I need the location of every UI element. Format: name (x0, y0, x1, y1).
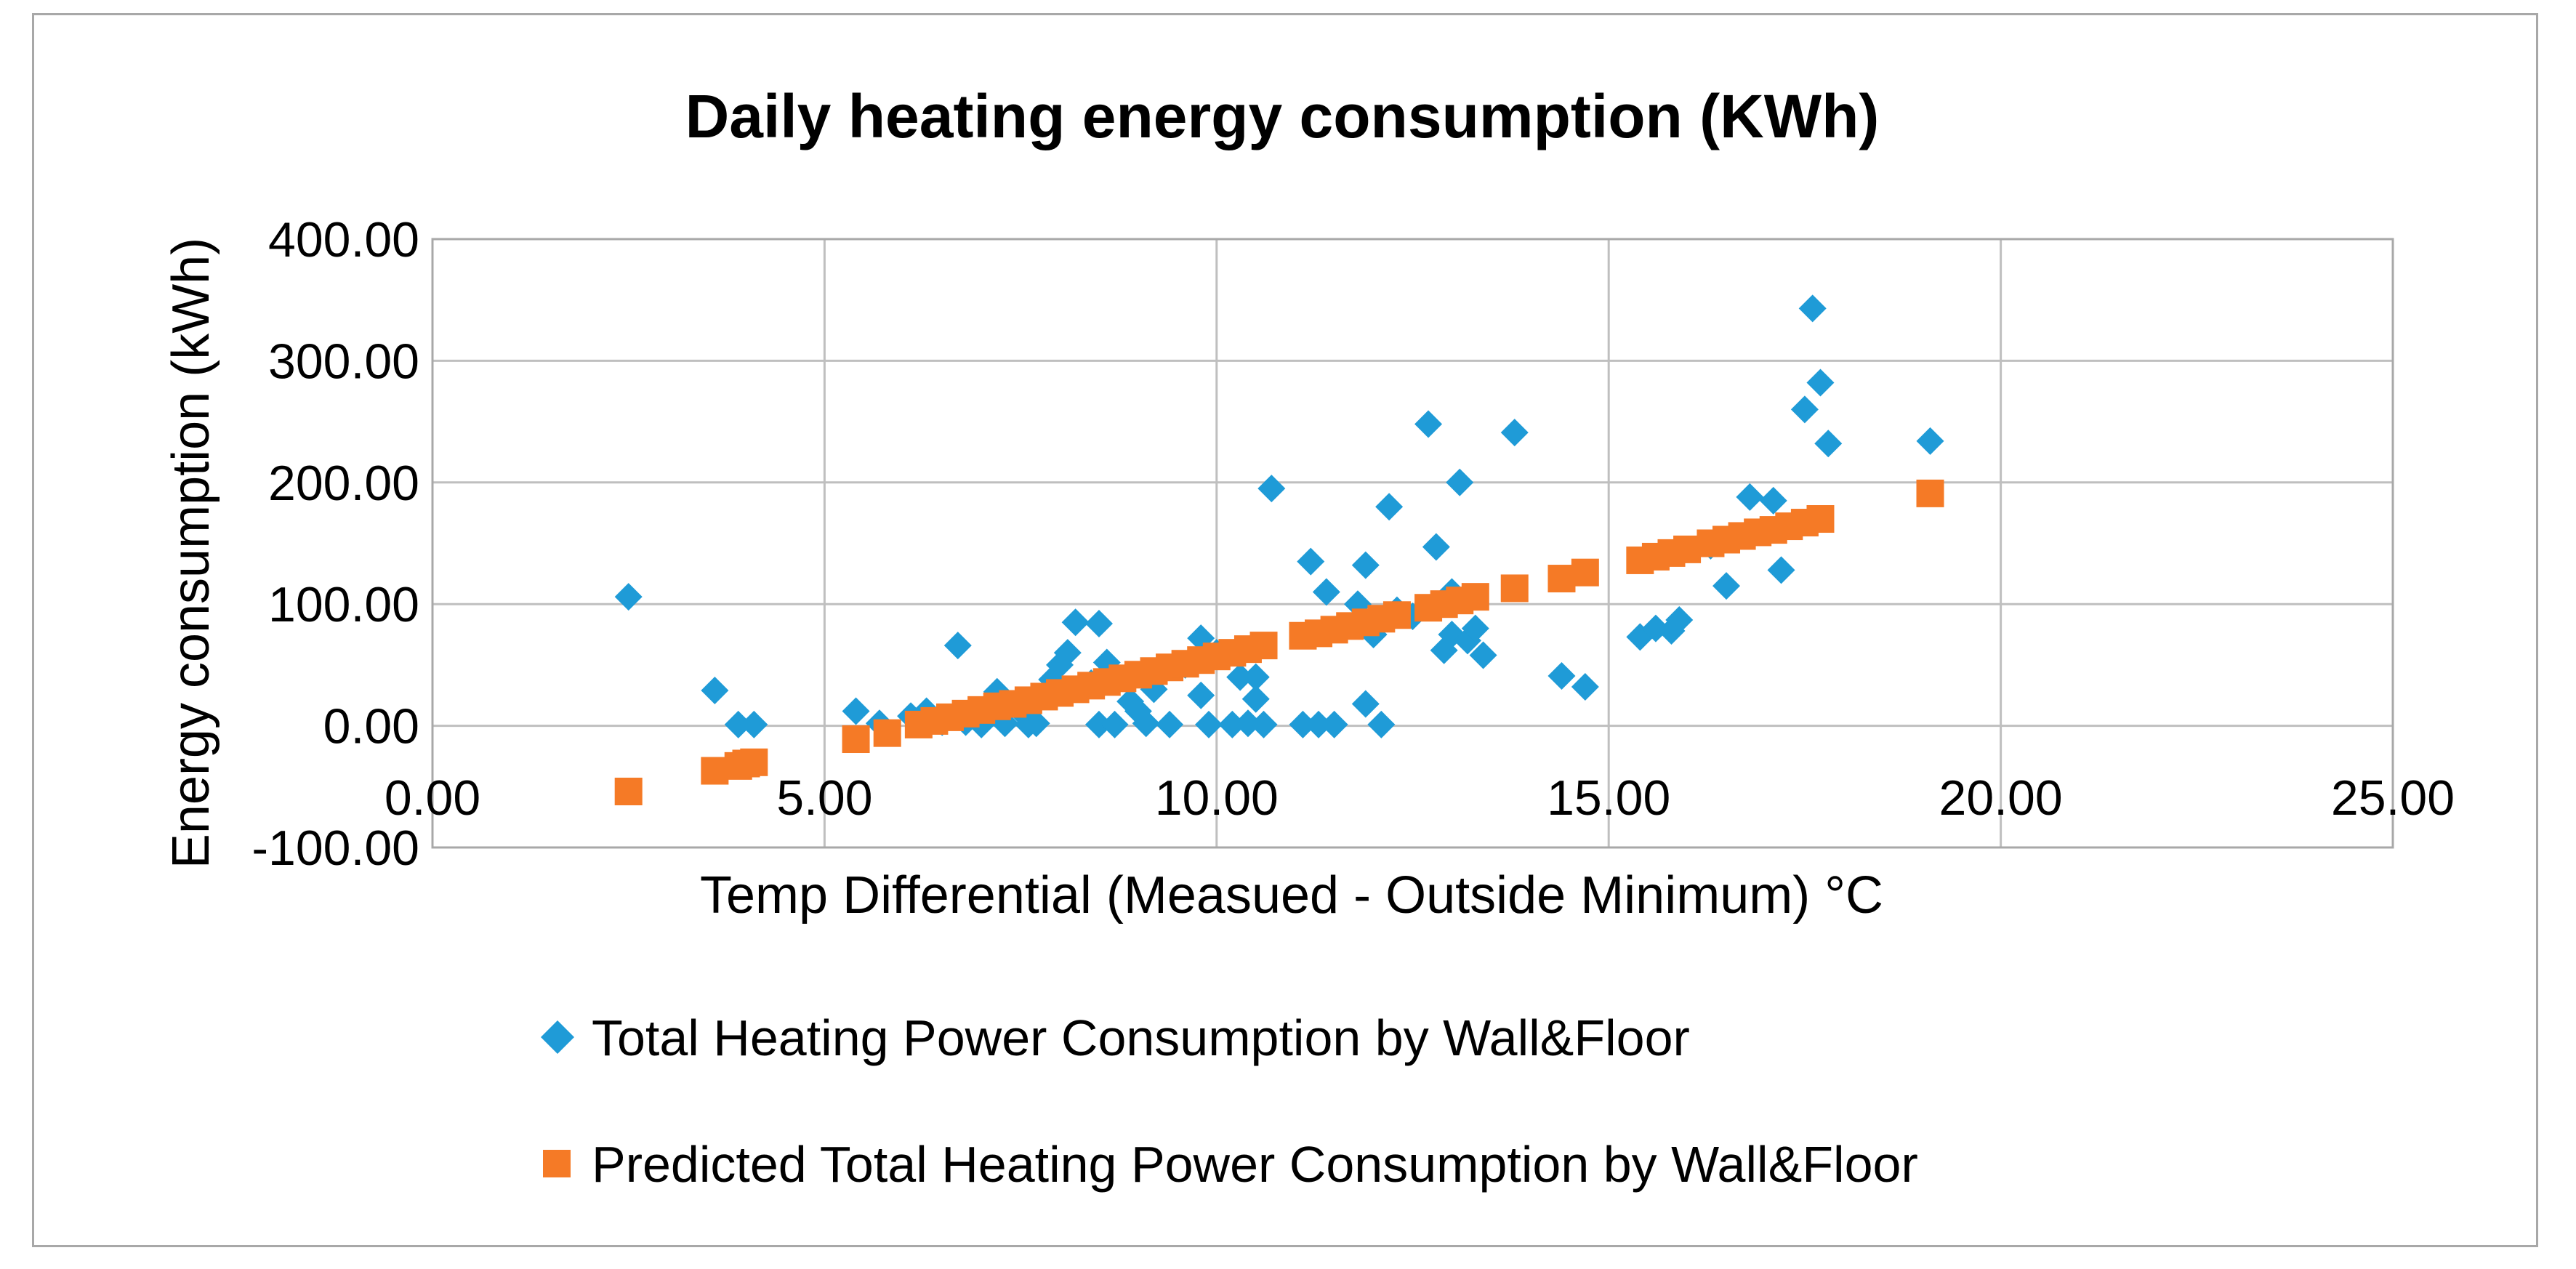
legend-label-total: Total Heating Power Consumption by Wall&… (592, 1010, 1690, 1066)
x-tick-label: 25.00 (2331, 770, 2455, 826)
data-point-predicted (1916, 479, 1944, 507)
data-point-total (1312, 578, 1340, 606)
data-point-total (1759, 486, 1787, 515)
data-point-total (1233, 709, 1262, 738)
data-point-total (1351, 690, 1380, 718)
data-point-total (1790, 395, 1819, 424)
data-point-total (1814, 430, 1843, 458)
data-point-predicted (1673, 535, 1702, 563)
data-point-total (842, 697, 870, 725)
data-point-predicted (1382, 601, 1411, 629)
data-point-total (1241, 685, 1270, 713)
data-point-total (614, 583, 643, 611)
data-point-total (1446, 468, 1474, 496)
data-point-total (740, 710, 768, 738)
data-point-predicted (1249, 632, 1278, 660)
data-point-predicted (842, 725, 870, 754)
y-tick-label: 100.00 (268, 577, 419, 632)
data-point-predicted (873, 719, 901, 747)
data-point-total (1712, 572, 1741, 600)
data-point-total (1806, 368, 1835, 397)
data-point-total (1375, 493, 1404, 521)
legend: Total Heating Power Consumption by Wall&… (541, 1010, 1918, 1193)
data-point-predicted (1547, 565, 1576, 593)
x-tick-label: 5.00 (776, 770, 872, 826)
data-point-total (1195, 710, 1223, 738)
data-point-total (1351, 551, 1380, 579)
data-point-total (1297, 547, 1325, 576)
data-point-total (1798, 294, 1827, 323)
legend-item-predicted: Predicted Total Heating Power Consumptio… (543, 1136, 1918, 1193)
data-point-predicted (614, 777, 643, 805)
data-point-predicted (1571, 558, 1599, 587)
data-point-total (1061, 608, 1090, 637)
chart-area: Daily heating energy consumption (KWh) 4… (32, 13, 2538, 1247)
data-point-total (1422, 533, 1450, 561)
data-point-total (1414, 410, 1443, 438)
data-point-total (1916, 427, 1944, 455)
x-axis-ticks: 0.00 5.00 10.00 15.00 20.00 25.00 (385, 770, 2455, 826)
data-point-total (1156, 710, 1184, 738)
x-axis-title: Temp Differential (Measued - Outside Min… (700, 866, 1883, 924)
data-point-total (1289, 710, 1317, 738)
data-point-total (724, 710, 752, 738)
data-point-total (1500, 419, 1529, 447)
data-point-total (701, 677, 729, 705)
data-point-total (1367, 710, 1396, 738)
data-point-total (1132, 709, 1160, 738)
data-point-predicted (740, 748, 768, 776)
legend-label-predicted: Predicted Total Heating Power Consumptio… (592, 1136, 1918, 1193)
data-point-total (1571, 673, 1599, 701)
data-point-total (1249, 710, 1278, 738)
data-point-total (1767, 556, 1795, 584)
data-point-predicted (1461, 583, 1489, 611)
y-tick-label: 200.00 (268, 456, 419, 511)
data-point-total (1187, 681, 1215, 709)
data-point-total (1100, 710, 1129, 738)
data-point-total (1461, 614, 1489, 642)
y-tick-label: -100.00 (251, 821, 419, 876)
data-point-predicted (1500, 574, 1529, 603)
y-tick-label: 300.00 (268, 334, 419, 389)
series-total-heating (614, 294, 1944, 738)
data-point-total (1547, 661, 1576, 690)
data-point-total (1305, 710, 1333, 738)
data-point-predicted (1806, 505, 1835, 533)
data-point-total (1226, 663, 1255, 691)
x-tick-label: 15.00 (1547, 770, 1670, 826)
data-point-total (1053, 639, 1082, 667)
y-axis-title: Energy consumption (kWh) (162, 238, 220, 869)
data-point-predicted (701, 757, 729, 785)
data-point-total (943, 632, 972, 660)
data-point-total (1084, 609, 1113, 637)
data-point-total (1084, 710, 1113, 738)
y-tick-label: 0.00 (323, 699, 419, 754)
chart-title: Daily heating energy consumption (KWh) (685, 82, 1880, 150)
legend-item-total: Total Heating Power Consumption by Wall&… (541, 1010, 1690, 1066)
x-tick-label: 10.00 (1155, 770, 1279, 826)
data-point-total (1241, 663, 1270, 691)
data-point-total (1257, 475, 1286, 503)
plot-area-border (431, 238, 2394, 849)
data-point-total (1469, 641, 1497, 669)
y-axis-ticks: 400.00 300.00 200.00 100.00 0.00 -100.00 (251, 212, 419, 876)
data-point-total (1022, 709, 1050, 738)
y-tick-label: 400.00 (268, 212, 419, 267)
data-point-total (1218, 710, 1247, 738)
chart-svg: Daily heating energy consumption (KWh) 4… (162, 82, 2455, 1193)
data-point-total (1320, 710, 1348, 738)
data-point-total (1665, 605, 1694, 634)
legend-diamond-marker (541, 1020, 574, 1054)
legend-square-marker (543, 1150, 571, 1177)
x-tick-label: 0.00 (385, 770, 480, 826)
data-point-total (1736, 483, 1764, 511)
x-tick-label: 20.00 (1939, 770, 2063, 826)
series-predicted-heating (614, 479, 1944, 805)
